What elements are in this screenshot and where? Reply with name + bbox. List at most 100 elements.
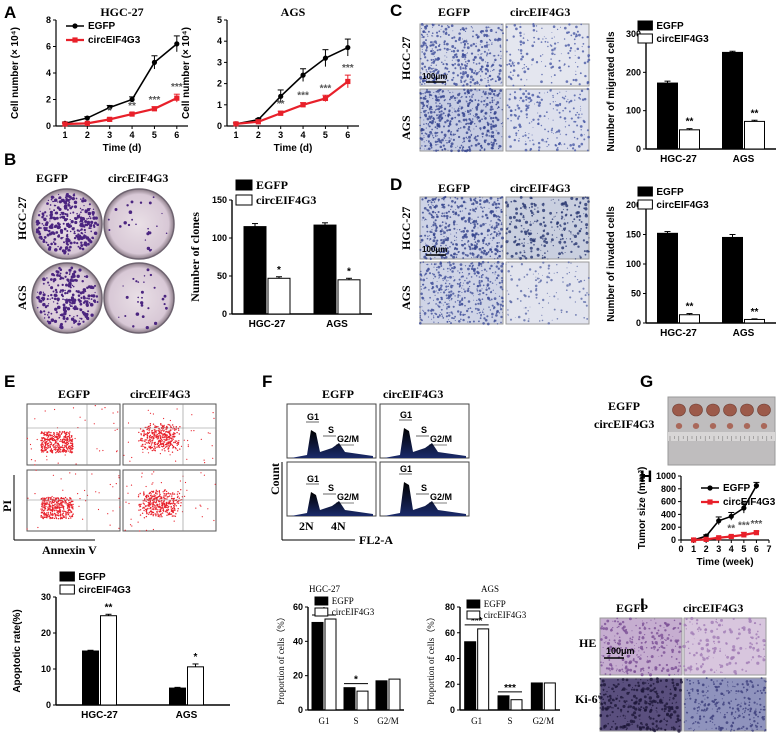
bar-egfp xyxy=(343,687,356,711)
c-row-hgc27: HGC-27 xyxy=(399,37,413,80)
d-row-hgc27: HGC-27 xyxy=(399,207,413,250)
bar-egfp xyxy=(530,682,543,711)
point-egfp xyxy=(278,93,284,99)
y-axis-label: Proportion of cells（%） xyxy=(426,612,436,705)
y-axis-label: Tumor size (mm³) xyxy=(637,467,648,550)
x-tick-label: 5 xyxy=(323,130,328,140)
point-circ xyxy=(728,533,734,540)
chart-title: HGC-27 xyxy=(309,584,340,594)
y-tick-label: 300 xyxy=(626,29,641,39)
category-label: HGC-27 xyxy=(81,710,118,721)
sig-marker: *** xyxy=(504,683,516,694)
e-col-egfp: EGFP xyxy=(58,387,90,401)
y-tick-label: 40 xyxy=(293,636,303,646)
legend-label: EGFP xyxy=(332,596,354,606)
panel-letter-i: I xyxy=(640,595,645,614)
tumor-circ xyxy=(709,423,717,429)
y-tick-label: 80 xyxy=(445,602,455,612)
img-d-circ-hgc27 xyxy=(505,196,590,260)
x-tick-label: 6 xyxy=(174,130,179,140)
sig-marker: *** xyxy=(738,520,750,531)
bar-circ xyxy=(324,618,337,711)
y-tick-label: 200 xyxy=(661,522,676,532)
y-tick-label: 50 xyxy=(217,271,227,281)
bar-circ xyxy=(543,682,556,711)
point-egfp xyxy=(174,41,180,47)
legend-swatch xyxy=(235,194,253,206)
legend-swatch xyxy=(637,186,653,197)
legend-label: EGFP xyxy=(78,572,106,583)
x-tick-label: 3 xyxy=(278,130,283,140)
sig-marker: ** xyxy=(751,307,759,318)
b-row-hgc27: HGC-27 xyxy=(15,197,29,240)
invasion-images: EGFP circEIF4G3 HGC-27 AGS 100μm xyxy=(399,181,590,326)
y-tick-label: 1000 xyxy=(656,471,676,481)
x-tick-label: 1 xyxy=(233,130,238,140)
y-tick-label: 150 xyxy=(626,230,641,240)
histogram-3 xyxy=(384,482,466,516)
point-circ xyxy=(690,537,697,543)
tumor-egfp xyxy=(706,403,720,417)
y-tick-label: 60 xyxy=(445,628,455,638)
legend-label: EGFP xyxy=(656,21,684,32)
y-tick-label: 100 xyxy=(626,259,641,269)
legend-swatch xyxy=(314,607,329,617)
series-line-circ xyxy=(64,97,178,126)
peak-label-s: S xyxy=(328,425,334,435)
bar-circ xyxy=(477,628,490,711)
legend-label: circEIF4G3 xyxy=(88,35,141,46)
legend-label: circEIF4G3 xyxy=(484,610,527,620)
series-line-circ xyxy=(235,80,349,125)
tumor-egfp xyxy=(723,403,737,417)
bar-egfp xyxy=(82,650,99,706)
f-col-circ: circEIF4G3 xyxy=(383,387,443,401)
category-label: AGS xyxy=(733,328,755,339)
y-tick-label: 0 xyxy=(46,121,51,131)
bar-circ xyxy=(510,699,523,711)
y-tick-label: 0 xyxy=(298,705,303,715)
y-tick-label: 10 xyxy=(41,664,51,674)
category-label: G2/M xyxy=(533,716,555,726)
y-tick-label: 8 xyxy=(46,15,51,25)
peak-label-g2m: G2/M xyxy=(430,434,452,444)
sig-marker: *** xyxy=(149,95,161,106)
x-tick-label: 7 xyxy=(766,544,771,554)
f-col-egfp: EGFP xyxy=(322,387,354,401)
cells-d-4 xyxy=(505,261,590,325)
flow-events-0 xyxy=(26,405,119,466)
y-tick-label: 20 xyxy=(293,671,303,681)
y-tick-label: 50 xyxy=(631,289,641,299)
y-tick-label: 0 xyxy=(450,705,455,715)
legend-swatch xyxy=(59,571,75,582)
e-xaxis-annexin: Annexin V xyxy=(42,543,97,557)
point-egfp xyxy=(107,104,113,111)
tumor-photo: EGFP circEIF4G3 xyxy=(594,396,776,466)
legend-label: EGFP xyxy=(484,599,506,609)
bar-egfp xyxy=(464,641,477,711)
legend-swatch xyxy=(59,584,75,595)
sig-marker: *** xyxy=(320,83,332,94)
point-circ xyxy=(174,95,180,101)
y-tick-label: 0 xyxy=(217,121,222,131)
bar-egfp xyxy=(375,680,388,711)
cells-c-3 xyxy=(419,87,504,153)
tumor-egfp xyxy=(672,403,686,417)
f-ploidy-2n: 2N xyxy=(299,519,314,533)
category-label: G2/M xyxy=(377,716,399,726)
histogram-1 xyxy=(384,428,466,458)
point-egfp xyxy=(345,44,351,51)
i-col-egfp: EGFP xyxy=(616,601,648,615)
y-tick-label: 0 xyxy=(636,318,641,328)
panel-letter-f: F xyxy=(262,372,272,391)
legend-label: circEIF4G3 xyxy=(78,585,131,596)
peak-label-g2m: G2/M xyxy=(337,492,359,502)
panel-letter-c: C xyxy=(390,1,402,20)
x-tick-label: 4 xyxy=(130,130,135,140)
y-tick-label: 0 xyxy=(671,535,676,545)
point-egfp xyxy=(300,72,306,78)
chart-A1: 1 2 3 4 5 6 0 2 4 6 8 HGC-27 Time (d) Cell number (× … xyxy=(10,5,188,154)
point-egfp xyxy=(151,59,158,65)
x-tick-label: 4 xyxy=(729,544,734,554)
